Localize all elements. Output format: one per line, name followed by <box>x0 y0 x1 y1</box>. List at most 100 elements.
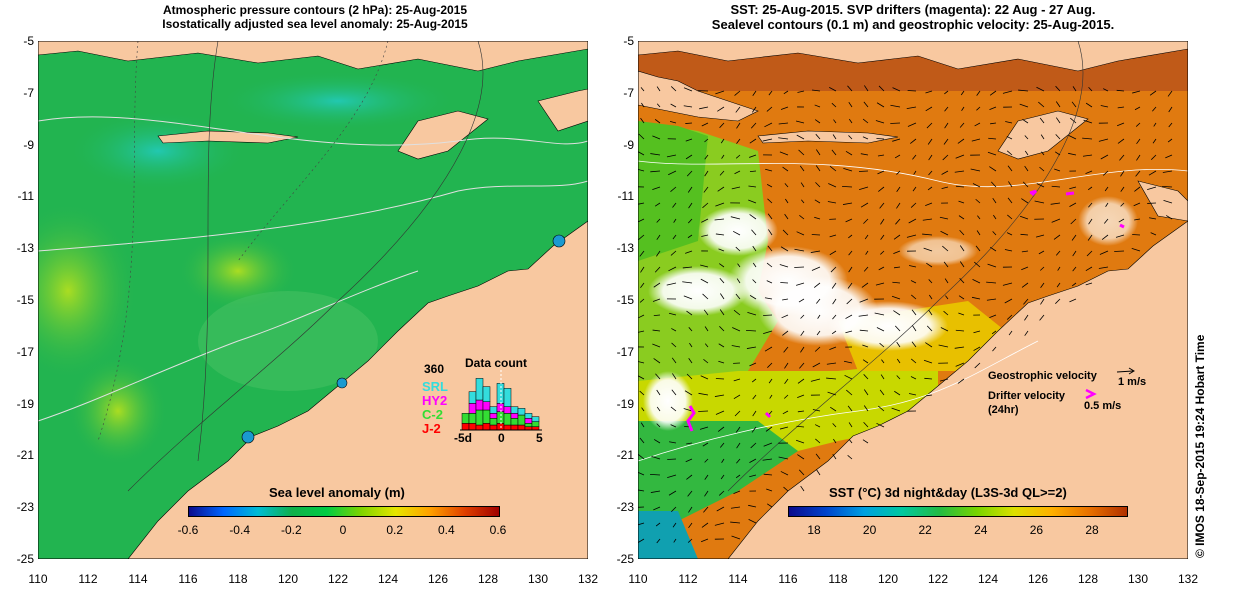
velocity-vector <box>1036 183 1045 188</box>
velocity-vector <box>699 426 709 430</box>
velocity-vector <box>831 330 837 335</box>
velocity-vector <box>752 394 757 400</box>
velocity-vector <box>912 154 917 160</box>
velocity-vector <box>830 266 837 273</box>
velocity-vector <box>800 346 805 353</box>
velocity-vector <box>1070 117 1077 124</box>
velocity-vector <box>863 389 869 396</box>
velocity-vector <box>673 218 677 223</box>
velocity-vector <box>878 405 885 412</box>
velocity-vector <box>735 154 741 159</box>
left-lon-tick: 128 <box>477 572 499 586</box>
velocity-vector <box>1040 134 1045 140</box>
velocity-vector <box>1022 181 1029 188</box>
velocity-vector <box>715 410 725 415</box>
velocity-vector <box>737 263 741 268</box>
velocity-vector <box>831 102 837 108</box>
histogram-bar-segment <box>531 421 540 427</box>
velocity-vector <box>829 234 837 238</box>
velocity-vector <box>1136 154 1141 161</box>
velocity-vector <box>638 218 645 223</box>
velocity-vector <box>656 218 661 223</box>
histogram-bar-segment <box>468 423 477 431</box>
velocity-vector <box>719 170 725 176</box>
velocity-vector <box>847 85 853 92</box>
histogram-bar-segment <box>510 418 519 426</box>
velocity-vector <box>989 106 997 110</box>
velocity-vector <box>639 390 645 396</box>
velocity-vector <box>943 310 949 316</box>
velocity-vector <box>958 312 965 316</box>
velocity-vector <box>736 458 741 464</box>
mission-label-c-2: C-2 <box>422 407 443 422</box>
velocity-vector <box>683 105 693 108</box>
velocity-vector <box>704 490 709 497</box>
velocity-vector <box>656 250 661 257</box>
velocity-vector <box>782 298 789 301</box>
velocity-vector <box>685 250 693 254</box>
velocity-vector <box>650 473 661 476</box>
velocity-vector <box>719 277 725 284</box>
velocity-vector <box>700 538 709 543</box>
velocity-vector <box>960 90 965 96</box>
velocity-vector <box>783 346 789 353</box>
velocity-vector <box>1099 250 1109 255</box>
velocity-vector <box>1068 135 1077 140</box>
velocity-vector <box>640 266 645 273</box>
velocity-vector <box>849 439 853 444</box>
histogram-bar-segment <box>496 411 505 424</box>
geostrophic-velocity-value: 1 m/s <box>1118 376 1147 388</box>
velocity-vector <box>928 309 933 316</box>
velocity-vector <box>941 186 949 190</box>
velocity-vector <box>639 250 645 257</box>
velocity-vector <box>959 229 965 236</box>
velocity-vector <box>652 135 661 140</box>
histogram-bar-segment <box>475 424 484 431</box>
velocity-vector <box>848 101 853 108</box>
velocity-vector <box>735 106 741 113</box>
velocity-vector <box>1056 282 1061 288</box>
velocity-vector <box>1148 170 1157 176</box>
velocity-vector <box>1165 154 1173 159</box>
velocity-vector <box>685 154 693 160</box>
velocity-vector <box>1007 165 1013 172</box>
velocity-vector <box>845 218 853 223</box>
velocity-vector <box>1085 266 1093 272</box>
velocity-vector <box>875 282 885 286</box>
velocity-vector <box>924 377 933 380</box>
velocity-vector <box>688 327 693 332</box>
velocity-vector <box>798 469 805 476</box>
velocity-vector <box>735 426 741 433</box>
left-lon-tick: 126 <box>427 572 449 586</box>
right-lat-tick: -15 <box>616 293 634 307</box>
velocity-vector <box>752 279 757 284</box>
velocity-vector <box>652 343 661 348</box>
velocity-vector <box>653 506 661 511</box>
velocity-vector <box>640 282 645 288</box>
velocity-vector <box>671 357 677 364</box>
velocity-vector <box>941 170 949 175</box>
velocity-vector <box>879 389 885 396</box>
velocity-vector <box>796 282 805 286</box>
velocity-vector <box>797 454 805 460</box>
velocity-vector <box>704 138 709 143</box>
velocity-vector <box>1007 214 1013 220</box>
velocity-vector <box>862 344 869 348</box>
velocity-vector <box>1082 154 1093 157</box>
velocity-vector <box>876 327 885 332</box>
velocity-vector <box>782 229 789 236</box>
velocity-vector <box>1008 330 1013 336</box>
velocity-vector <box>940 327 949 332</box>
velocity-vector <box>685 458 693 463</box>
velocity-vector <box>1051 185 1061 188</box>
velocity-vector <box>751 426 757 433</box>
velocity-vector <box>638 538 645 543</box>
velocity-vector <box>656 423 661 428</box>
right-lat-tick: -17 <box>616 344 634 359</box>
velocity-vector <box>703 309 709 316</box>
velocity-vector <box>735 246 741 252</box>
velocity-vector <box>688 506 693 513</box>
velocity-vector <box>843 167 853 172</box>
velocity-vector <box>668 312 677 316</box>
right-lon-tick: 110 <box>628 572 648 586</box>
